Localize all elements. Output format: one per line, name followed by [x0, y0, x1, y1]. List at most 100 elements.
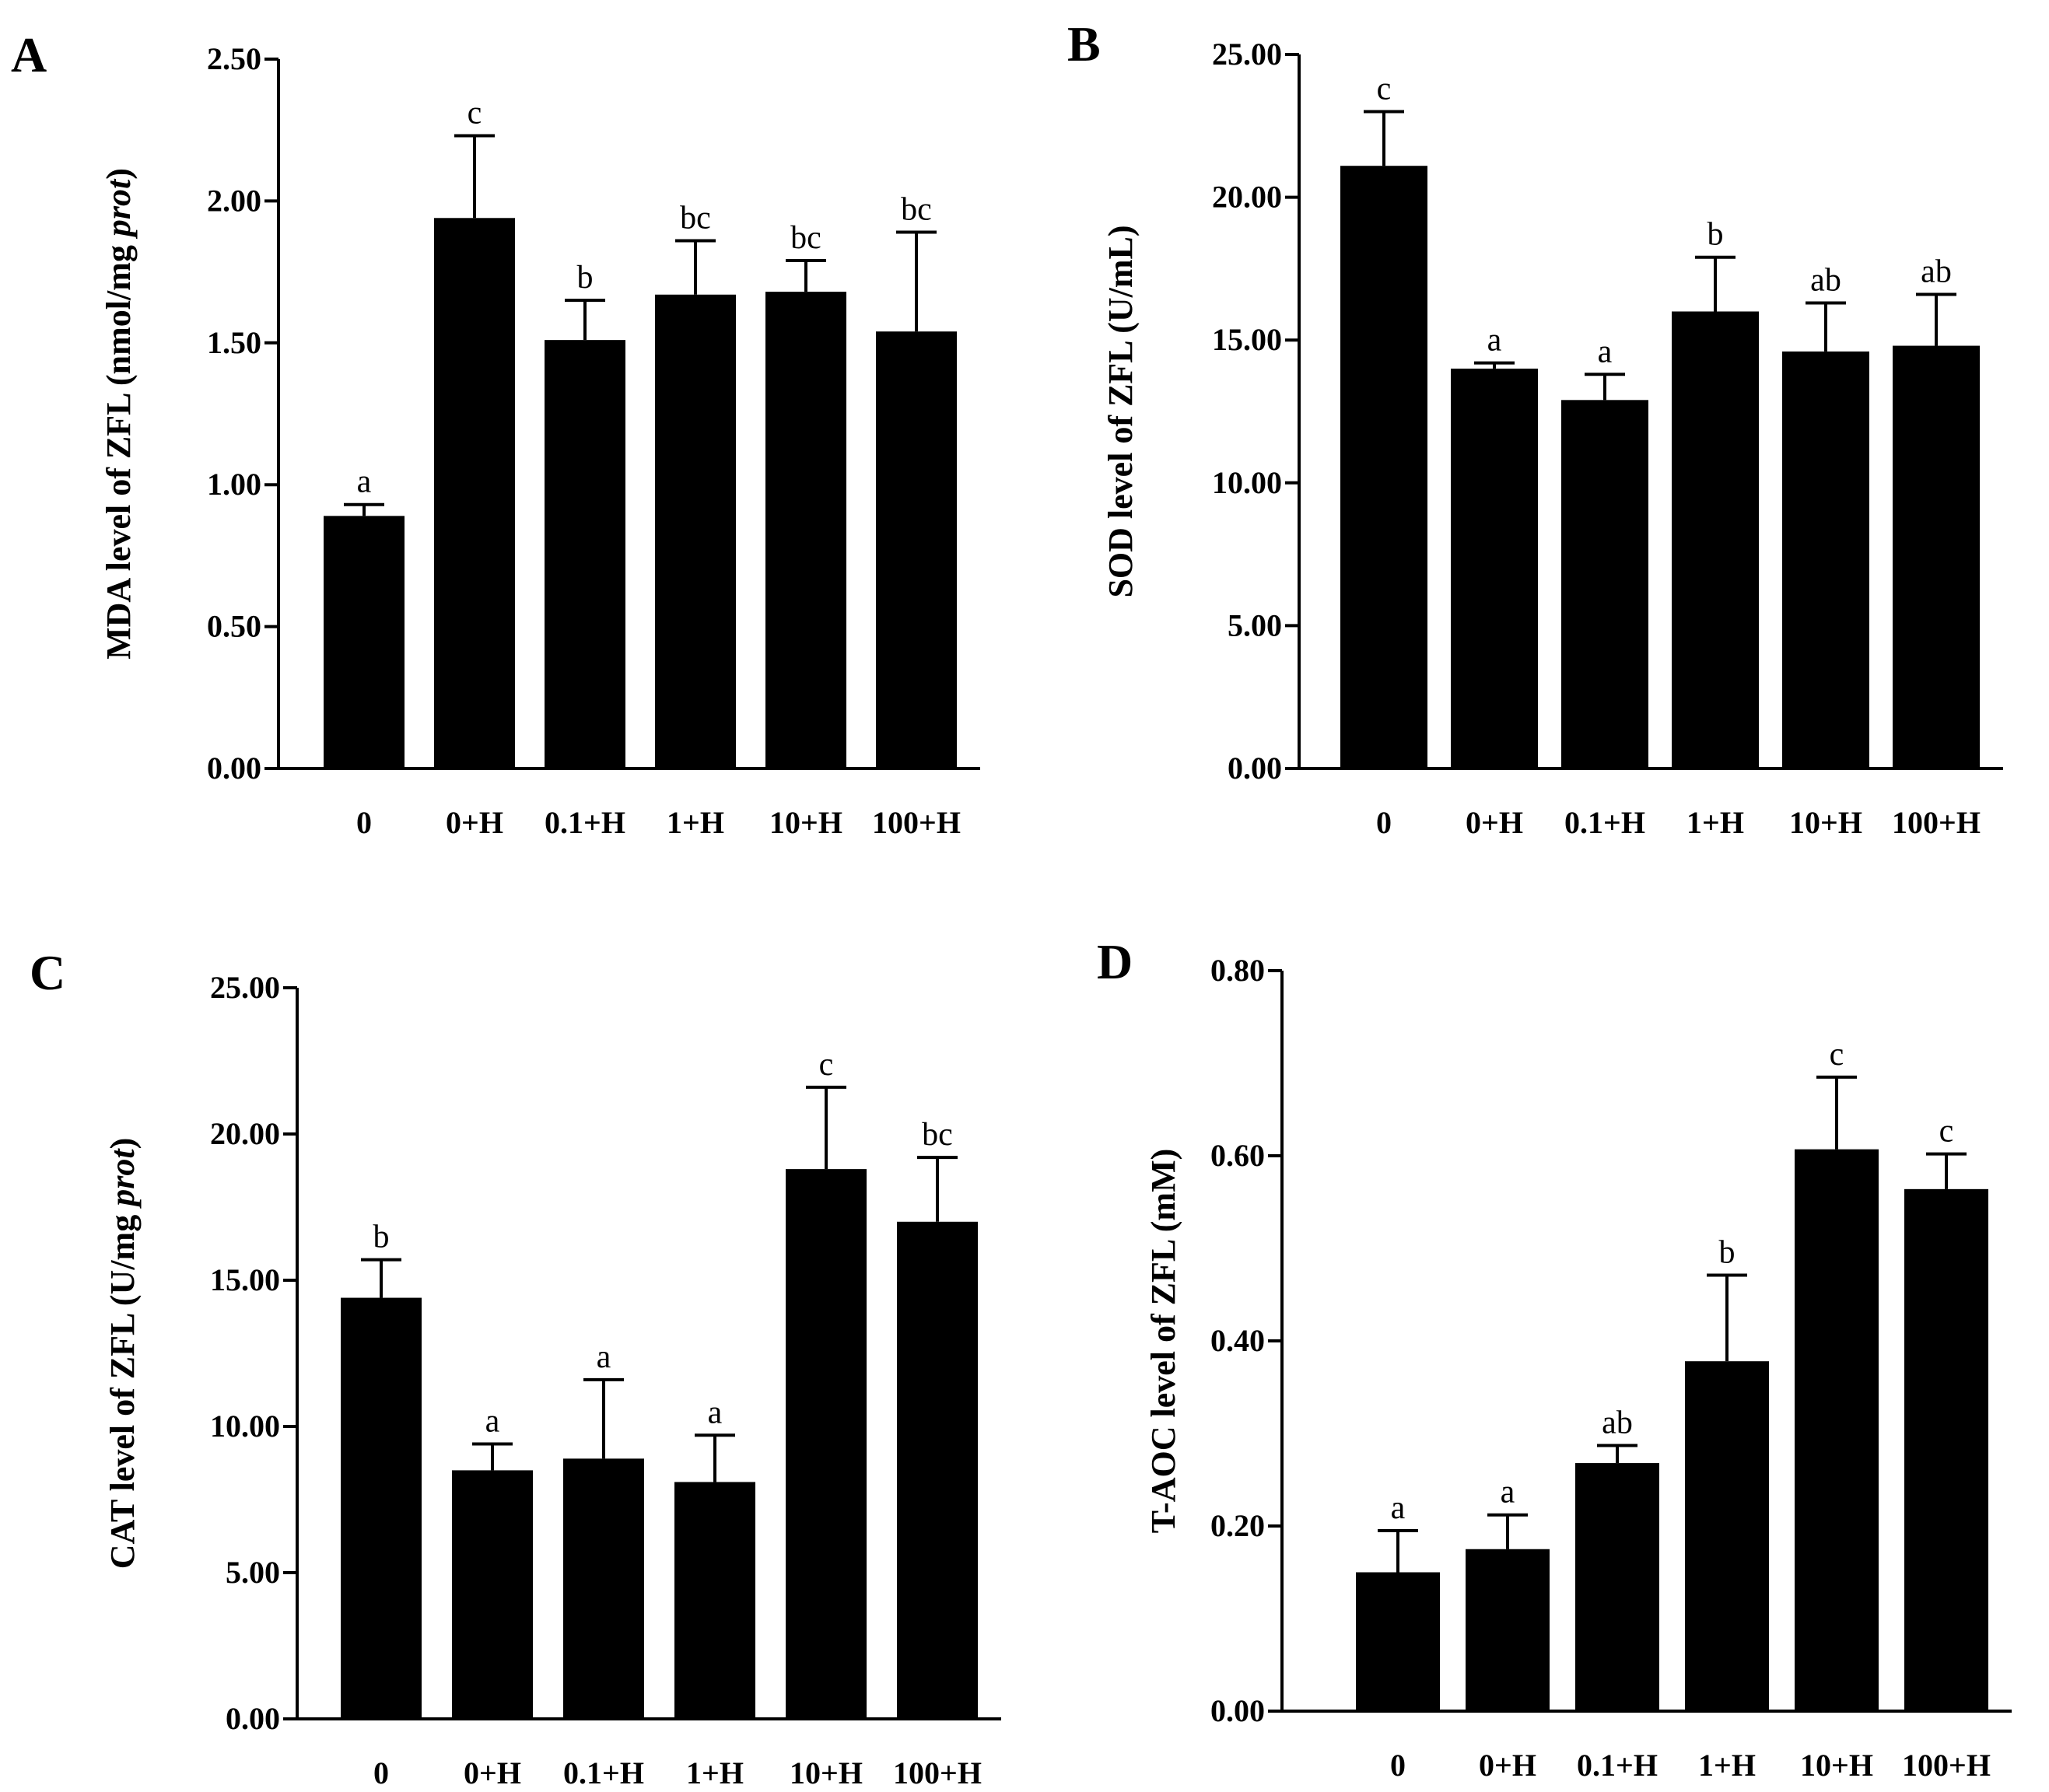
y-tick-label: 2.50 [207, 41, 261, 76]
significance-label: bc [901, 192, 932, 228]
significance-label: c [819, 1047, 834, 1083]
x-tick-label: 0.1+H [563, 1755, 644, 1790]
y-axis-label-space [100, 236, 138, 245]
bar [1575, 1463, 1659, 1711]
bar [563, 1458, 644, 1719]
bar [1893, 345, 1980, 768]
y-tick-label: 2.00 [207, 183, 261, 218]
bar [452, 1470, 533, 1719]
bar [1356, 1572, 1440, 1711]
chart-panel-C: C CAT level of ZFL (U/mg prot) 0.00 5.00 10.… [30, 945, 1001, 1790]
chart-panel-D: D T-AOC level of ZFL (mM) 0.00 0.20 0.40 0.60… [1097, 934, 2012, 1783]
x-tick-label: 10+H [769, 805, 842, 840]
bar [324, 516, 405, 768]
panel-letter: A [11, 27, 47, 82]
y-tick-label: 0.00 [226, 1701, 280, 1736]
significance-label: a [485, 1404, 500, 1440]
significance-label: ab [1810, 262, 1841, 298]
y-axis-label-italic: prot [100, 178, 138, 240]
y-tick-label: 5.00 [226, 1555, 280, 1590]
x-tick-label: 1+H [1698, 1748, 1756, 1783]
y-tick-label: 0.00 [1210, 1693, 1265, 1728]
y-axis-label-italic: prot [103, 1148, 142, 1209]
significance-label: a [708, 1395, 723, 1430]
y-tick-label: 1.00 [207, 467, 261, 502]
y-tick-label: 0.20 [1210, 1508, 1265, 1543]
y-axis-label: MDA level of ZFL (nmol/mg prot) [100, 168, 138, 660]
chart-panel-A: A MDA level of ZFL (nmol/mg prot) 0.00 0.50… [11, 27, 980, 840]
significance-label: ab [1602, 1405, 1633, 1440]
bar [341, 1297, 422, 1719]
bar [1904, 1188, 1988, 1711]
y-tick-label: 20.00 [210, 1116, 280, 1151]
y-tick-label: 10.00 [210, 1409, 280, 1444]
significance-label: a [1391, 1490, 1406, 1526]
bar [1340, 166, 1427, 768]
y-axis-label-main: CAT level of ZFL (U/mg [103, 1215, 142, 1569]
y-tick-label: 0.00 [207, 751, 261, 786]
y-tick-label: 0.40 [1210, 1323, 1265, 1358]
x-tick-label: 0+H [446, 805, 503, 840]
y-tick-label: 1.50 [207, 325, 261, 360]
x-tick-label: 100+H [893, 1755, 982, 1790]
significance-label: b [577, 260, 594, 296]
bar [1795, 1149, 1879, 1711]
bar [1782, 351, 1869, 768]
bar [897, 1221, 978, 1719]
chart-panel-B: B SOD level of ZFL (U/mL) 0.00 5.00 10.00 15.… [1067, 16, 2003, 840]
y-axis-label-main: MDA level of ZFL (nmol/mg [100, 245, 138, 660]
y-axis-label: T-AOC level of ZFL (mM) [1144, 1149, 1182, 1534]
x-tick-label: 1+H [667, 805, 724, 840]
y-axis-label: SOD level of ZFL (U/mL) [1102, 225, 1140, 597]
significance-label: a [597, 1339, 611, 1375]
significance-label: bc [790, 220, 821, 256]
x-tick-label: 0+H [1466, 805, 1523, 840]
y-axis-label-main: SOD level of ZFL (U/mL) [1102, 225, 1140, 597]
y-axis-label: CAT level of ZFL (U/mg prot) [103, 1138, 142, 1569]
y-axis-label-tail: ) [100, 168, 138, 180]
x-tick-label: 100+H [872, 805, 961, 840]
x-tick-label: 0+H [464, 1755, 521, 1790]
bar [1672, 311, 1759, 769]
significance-label: c [468, 95, 482, 131]
x-tick-label: 0.1+H [545, 805, 625, 840]
y-tick-label: 5.00 [1228, 607, 1282, 642]
bar [876, 331, 957, 768]
panel-letter: B [1067, 16, 1101, 72]
significance-label: c [1830, 1037, 1844, 1073]
bar [674, 1482, 755, 1719]
x-tick-label: 0.1+H [1564, 805, 1645, 840]
significance-label: b [1708, 217, 1724, 253]
significance-label: a [357, 464, 372, 500]
significance-label: bc [922, 1117, 953, 1153]
x-tick-label: 100+H [1902, 1748, 1991, 1783]
y-tick-label: 0.60 [1210, 1138, 1265, 1173]
y-tick-label: 0.00 [1228, 751, 1282, 786]
bar [1685, 1361, 1769, 1711]
x-tick-label: 0 [356, 805, 372, 840]
x-tick-label: 10+H [1800, 1748, 1873, 1783]
x-tick-label: 0 [1376, 805, 1392, 840]
bar [1451, 368, 1538, 768]
bar [786, 1169, 867, 1719]
bar [545, 340, 625, 769]
y-axis-label-tail: ) [103, 1138, 142, 1150]
significance-label: b [1719, 1235, 1736, 1271]
significance-label: c [1939, 1114, 1954, 1150]
significance-label: c [1377, 71, 1392, 107]
significance-label: bc [680, 200, 711, 236]
significance-label: a [1598, 334, 1613, 369]
y-tick-label: 15.00 [210, 1262, 280, 1297]
y-tick-label: 25.00 [1212, 37, 1282, 72]
x-tick-label: 100+H [1892, 805, 1981, 840]
bar [655, 294, 736, 768]
x-tick-label: 0 [1390, 1748, 1406, 1783]
y-axis-label-space [103, 1206, 142, 1215]
bar [434, 218, 515, 769]
x-tick-label: 10+H [1789, 805, 1862, 840]
significance-label: b [373, 1220, 390, 1255]
bar [1466, 1549, 1550, 1711]
y-tick-label: 15.00 [1212, 322, 1282, 357]
x-tick-label: 1+H [686, 1755, 744, 1790]
